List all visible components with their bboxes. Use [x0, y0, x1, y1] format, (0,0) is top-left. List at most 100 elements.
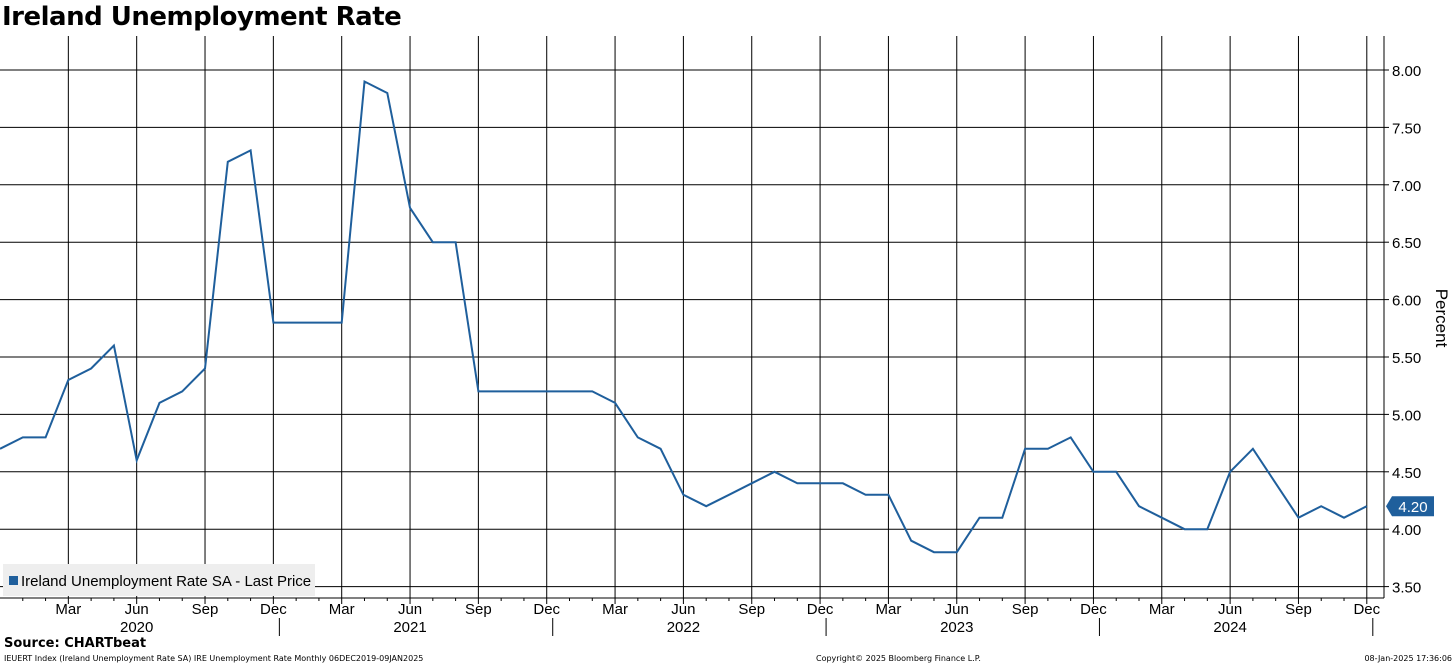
x-tick-label: Dec	[807, 601, 834, 618]
data-point	[887, 494, 889, 496]
data-point	[1184, 528, 1186, 530]
data-point	[1343, 517, 1345, 519]
last-value-label: 4.20	[1398, 499, 1427, 516]
x-tick-label: Sep	[1285, 601, 1312, 618]
data-point	[660, 448, 662, 450]
grid	[0, 36, 1384, 598]
data-point	[1161, 517, 1163, 519]
data-point	[728, 494, 730, 496]
data-point	[181, 390, 183, 392]
y-tick-label: 5.50	[1392, 350, 1421, 367]
data-point	[774, 471, 776, 473]
x-tick-label: Mar	[55, 601, 81, 618]
footer-copyright: Copyright© 2025 Bloomberg Finance L.P.	[816, 654, 981, 663]
data-point	[1297, 517, 1299, 519]
y-tick-label: 5.00	[1392, 407, 1421, 424]
y-tick-label: 7.00	[1392, 178, 1421, 195]
data-point	[1206, 528, 1208, 530]
data-point	[819, 482, 821, 484]
data-point	[796, 482, 798, 484]
x-year-label: 2024	[1213, 619, 1246, 636]
data-point	[409, 207, 411, 209]
x-year-label: 2023	[940, 619, 973, 636]
data-point	[158, 402, 160, 404]
y-tick-label: 4.00	[1392, 522, 1421, 539]
y-tick-label: 6.00	[1392, 293, 1421, 310]
data-point	[591, 390, 593, 392]
x-tick-label: Sep	[1012, 601, 1039, 618]
series-line	[0, 79, 1368, 554]
data-point	[956, 551, 958, 553]
data-point	[979, 517, 981, 519]
x-tick-label: Sep	[465, 601, 492, 618]
data-point	[865, 494, 867, 496]
data-point	[1070, 436, 1072, 438]
x-tick-label: Mar	[1149, 601, 1175, 618]
data-point	[113, 345, 115, 347]
data-point	[500, 390, 502, 392]
x-year-label: 2021	[393, 619, 426, 636]
x-tick-label: Mar	[329, 601, 355, 618]
last-value-tag	[1386, 496, 1434, 517]
x-tick-label: Dec	[260, 601, 287, 618]
data-point	[1320, 505, 1322, 507]
legend-swatch	[9, 576, 18, 585]
y-tick-label: 3.50	[1392, 580, 1421, 597]
data-point	[569, 390, 571, 392]
data-point	[842, 482, 844, 484]
footer-timestamp: 08-Jan-2025 17:36:06	[1364, 654, 1452, 663]
y-tick-label: 4.50	[1392, 465, 1421, 482]
data-point	[386, 92, 388, 94]
data-point	[751, 482, 753, 484]
labels: 4.20 Ireland Unemployment Rate SA - Last …	[3, 496, 1434, 596]
data-point	[1001, 517, 1003, 519]
data-point	[1366, 505, 1368, 507]
chart-title: Ireland Unemployment Rate	[2, 2, 402, 32]
data-point	[637, 436, 639, 438]
x-tick-label: Jun	[125, 601, 149, 618]
x-tick-label: Jun	[1218, 601, 1242, 618]
data-point	[250, 149, 252, 151]
data-point	[90, 367, 92, 369]
data-point	[682, 494, 684, 496]
x-tick-label: Dec	[1353, 601, 1380, 618]
x-tick-label: Sep	[192, 601, 219, 618]
data-point	[227, 161, 229, 163]
y-tick-label: 6.50	[1392, 235, 1421, 252]
data-point	[45, 436, 47, 438]
data-point	[523, 390, 525, 392]
data-point	[1229, 471, 1231, 473]
data-point	[1092, 471, 1094, 473]
data-point	[1252, 448, 1254, 450]
series	[0, 79, 1368, 554]
data-point	[272, 322, 274, 324]
data-point	[295, 322, 297, 324]
x-tick-label: Jun	[398, 601, 422, 618]
data-point	[22, 436, 24, 438]
data-point	[477, 390, 479, 392]
data-point	[933, 551, 935, 553]
footer-index-info: IEUERT Index (Ireland Unemployment Rate …	[4, 654, 424, 663]
x-tick-label: Dec	[533, 601, 560, 618]
x-year-label: 2020	[120, 619, 153, 636]
data-point	[341, 322, 343, 324]
y-tick-label: 8.00	[1392, 63, 1421, 80]
x-tick-label: Dec	[1080, 601, 1107, 618]
data-point	[363, 80, 365, 82]
data-point	[455, 241, 457, 243]
data-point	[1115, 471, 1117, 473]
x-tick-label: Sep	[738, 601, 765, 618]
data-point	[1275, 482, 1277, 484]
data-point	[1138, 505, 1140, 507]
legend-label: Ireland Unemployment Rate SA - Last Pric…	[21, 573, 311, 590]
x-tick-label: Mar	[875, 601, 901, 618]
data-point	[546, 390, 548, 392]
y-axis-title: Percent	[1432, 289, 1451, 348]
y-tick-label: 7.50	[1392, 120, 1421, 137]
legend-box	[3, 564, 315, 596]
data-point	[204, 367, 206, 369]
data-point	[614, 402, 616, 404]
data-point	[1024, 448, 1026, 450]
axes: 3.50 4.00 4.50 5.00 5.50 6.00 6.50 7.00 7.50 8.00…	[0, 36, 1451, 636]
